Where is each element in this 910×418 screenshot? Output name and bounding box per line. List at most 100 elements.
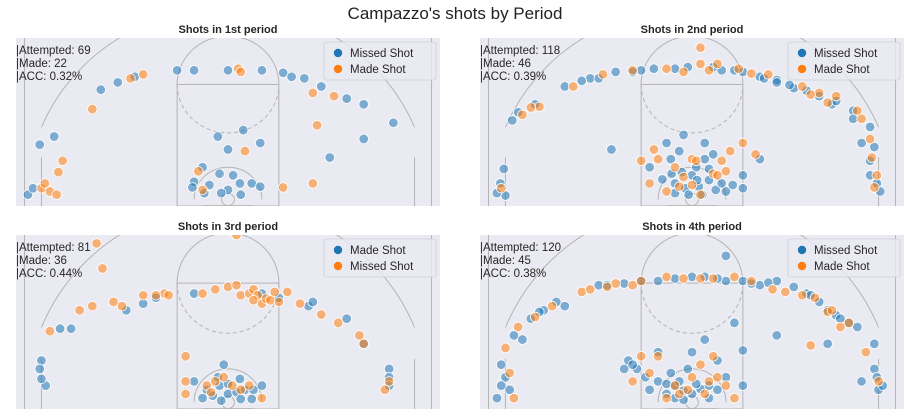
shot-point	[235, 189, 246, 200]
shot-point	[307, 178, 319, 189]
shot-point	[644, 384, 655, 395]
shot-point	[699, 388, 710, 400]
shot-point	[216, 395, 227, 406]
shot-point	[729, 392, 740, 404]
shot-point	[712, 384, 723, 395]
panel-title: Shots in 2nd period	[641, 24, 744, 36]
shot-point	[150, 290, 162, 301]
shot-point	[299, 73, 310, 84]
legend-marker	[333, 48, 343, 58]
legend-label: Missed Shot	[350, 261, 414, 273]
shot-point	[311, 120, 323, 131]
shot-point	[864, 133, 876, 145]
legend-marker	[797, 245, 807, 255]
shot-point	[657, 174, 668, 185]
shot-point	[683, 189, 694, 200]
shot-point	[669, 380, 681, 391]
shot-point	[830, 90, 842, 102]
shot-point	[708, 149, 719, 160]
shot-point	[277, 182, 289, 193]
shot-point	[51, 189, 62, 200]
stat-line: |Attempted: 120	[480, 242, 561, 254]
shot-point	[856, 113, 867, 124]
legend: Missed Shot Made Shot	[787, 238, 901, 278]
legend-marker	[797, 64, 807, 74]
shot-point	[197, 184, 208, 196]
shot-point	[341, 313, 352, 324]
shot-point	[508, 392, 520, 404]
stat-line: |ACC: 0.32%	[16, 71, 82, 83]
stat-line: |Made: 36	[16, 255, 67, 267]
shot-point	[661, 392, 672, 404]
stat-line: |Attempted: 81	[16, 242, 91, 254]
shot-point	[180, 351, 191, 362]
shot-point	[809, 292, 821, 303]
panel-1: Shots in 1st period |Attempted: 69|Made: …	[16, 24, 440, 206]
shot-point	[216, 187, 227, 199]
shot-point	[496, 359, 507, 370]
shot-point	[661, 186, 672, 197]
shot-point	[797, 290, 808, 301]
shot-point	[525, 102, 537, 113]
shot-point	[197, 392, 208, 404]
shot-point	[235, 393, 246, 405]
shot-point	[703, 376, 715, 387]
legend-label: Made Shot	[814, 64, 870, 76]
shot-point	[255, 137, 266, 149]
shot-point	[91, 238, 102, 249]
shot-point	[546, 300, 558, 312]
shot-point	[771, 330, 783, 341]
shot-point	[34, 363, 45, 375]
shot-point	[710, 184, 721, 196]
shot-point	[866, 152, 877, 163]
shot-point	[529, 311, 541, 323]
shot-point	[737, 345, 749, 356]
shot-point	[231, 235, 242, 241]
shot-point	[695, 58, 706, 70]
shot-point	[767, 284, 778, 295]
shot-point	[193, 166, 204, 177]
shot-point	[277, 67, 289, 78]
shot-point	[508, 330, 520, 341]
shot-point	[234, 178, 246, 189]
shot-point	[784, 79, 795, 91]
shot-point	[227, 380, 238, 391]
shot-point	[822, 97, 833, 108]
legend: Missed Shot Made Shot	[323, 41, 437, 81]
figure-title: Campazzo's shots by Period	[347, 4, 563, 23]
shot-point	[597, 69, 609, 80]
shot-point	[34, 139, 45, 150]
shot-point	[316, 309, 327, 320]
shot-point	[826, 305, 838, 316]
shot-point	[712, 372, 723, 383]
shot-point	[635, 351, 647, 362]
stat-line: |Made: 46	[480, 58, 531, 70]
shot-point	[328, 90, 340, 102]
shot-point	[678, 273, 689, 284]
shot-point	[750, 149, 761, 160]
shot-point	[112, 77, 123, 88]
shot-point	[661, 378, 672, 390]
shot-point	[835, 321, 846, 333]
shot-point	[727, 179, 738, 191]
shot-point	[163, 290, 174, 301]
shot-point	[180, 376, 191, 387]
shot-point	[864, 121, 876, 133]
shot-point	[324, 152, 335, 163]
shot-point	[108, 296, 119, 308]
shot-point	[737, 183, 749, 194]
shot-points	[22, 63, 399, 200]
panel-title: Shots in 4th period	[642, 221, 742, 233]
panel-title: Shots in 3rd period	[178, 221, 278, 233]
shot-point	[491, 392, 503, 404]
shot-point	[652, 275, 664, 287]
shot-point	[674, 145, 685, 157]
shot-point	[665, 367, 677, 379]
shot-point	[618, 363, 630, 375]
shot-point	[627, 376, 638, 387]
shot-points	[491, 250, 889, 405]
shot-point	[699, 153, 710, 165]
stat-line: |Attempted: 69	[16, 45, 91, 57]
panel-2: Shots in 2nd period |Attempted: 118|Made:…	[480, 24, 904, 206]
